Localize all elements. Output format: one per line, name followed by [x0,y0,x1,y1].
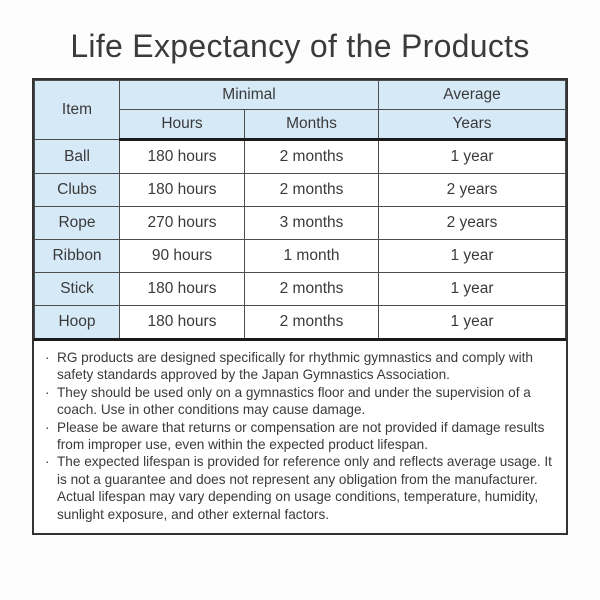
table-row-stick: Stick 180 hours 2 months 1 year [34,272,566,306]
hours-cell: 180 hours [119,139,245,174]
years-cell: 1 year [378,272,566,306]
hours-cell: 180 hours [119,173,245,207]
months-cell: 3 months [244,206,379,240]
months-cell: 2 months [244,139,379,174]
table-header: Item Minimal Average Hours Months Years [34,80,566,141]
table-row-ribbon: Ribbon 90 hours 1 month 1 year [34,239,566,273]
months-cell: 1 month [244,239,379,273]
hours-cell: 90 hours [119,239,245,273]
note-item-usage-conditions: They should be used only on a gymnastics… [40,384,556,419]
item-cell: Ribbon [34,239,120,273]
table-row-hoop: Hoop 180 hours 2 months 1 year [34,305,566,338]
months-cell: 2 months [244,305,379,338]
item-cell: Stick [34,272,120,306]
table-row-rope: Rope 270 hours 3 months 2 years [34,206,566,240]
years-cell: 1 year [378,239,566,273]
item-cell: Clubs [34,173,120,207]
months-cell: 2 months [244,272,379,306]
column-header-hours: Hours [119,109,245,141]
table-box: Item Minimal Average Hours Months Years … [32,78,568,535]
table-row-clubs: Clubs 180 hours 2 months 2 years [34,173,566,207]
column-header-months: Months [244,109,379,141]
note-item-returns-policy: Please be aware that returns or compensa… [40,419,556,454]
years-cell: 2 years [378,206,566,240]
hours-cell: 180 hours [119,272,245,306]
years-cell: 2 years [378,173,566,207]
products-table: Item Minimal Average Hours Months Years … [34,80,566,338]
years-cell: 1 year [378,305,566,338]
months-cell: 2 months [244,173,379,207]
table-row-ball: Ball 180 hours 2 months 1 year [34,139,566,174]
item-cell: Rope [34,206,120,240]
page-title: Life Expectancy of the Products [70,28,530,64]
column-header-average: Average [378,80,566,110]
note-item-lifespan-disclaimer: The expected lifespan is provided for re… [40,453,556,523]
item-cell: Ball [34,139,120,174]
item-cell: Hoop [34,305,120,338]
column-header-item: Item [34,80,120,140]
notes-section: RG products are designed specifically fo… [34,338,566,533]
years-cell: 1 year [378,139,566,174]
hours-cell: 270 hours [119,206,245,240]
column-header-minimal: Minimal [119,80,379,110]
column-header-years: Years [378,109,566,141]
note-item-safety-standards: RG products are designed specifically fo… [40,349,556,384]
table-body: Ball 180 hours 2 months 1 year Clubs 180… [34,139,566,338]
notes-list: RG products are designed specifically fo… [40,349,556,523]
hours-cell: 180 hours [119,305,245,338]
